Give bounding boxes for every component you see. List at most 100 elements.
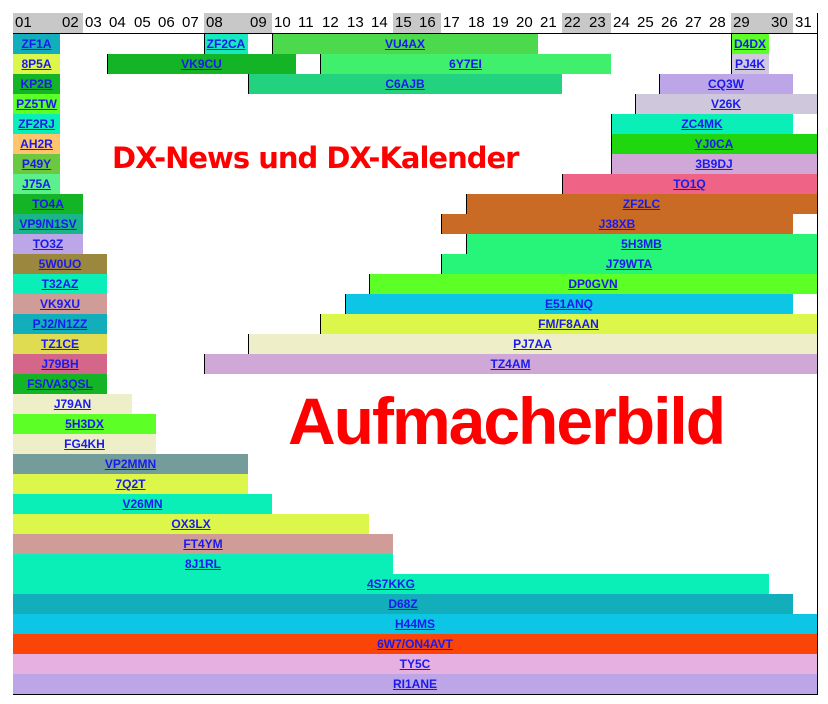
dxpedition-link[interactable]: C6AJB [385,77,425,91]
dxpedition-link[interactable]: TZ1CE [40,337,79,351]
dxpedition-link[interactable]: 4S7KKG [366,577,416,591]
dxpedition-link[interactable]: FS/VA3QSL [27,377,93,391]
dxpedition-bar: PJ4K [731,54,770,75]
dxpedition-link[interactable]: 8P5A [21,57,52,71]
empty-day-cell [490,174,515,195]
empty-day-cell [180,414,205,435]
dxpedition-link[interactable]: H44MS [394,617,435,631]
empty-day-cell [538,474,563,495]
empty-day-cell [180,254,205,275]
dxpedition-link[interactable]: VP9/N1SV [19,217,77,231]
dxpedition-link[interactable]: 7Q2T [115,477,146,491]
dxpedition-link[interactable]: PJ7AA [513,337,552,351]
empty-day-cell [60,134,84,155]
dxpedition-link[interactable]: VP2MMN [104,457,157,471]
dxpedition-link[interactable]: 6Y7EI [449,57,482,71]
empty-day-cell [132,134,157,155]
dxpedition-bar: P49Y [13,154,61,175]
dxpedition-link[interactable]: ZF1A [21,37,52,51]
dxpedition-link[interactable]: TY5C [399,657,431,671]
empty-day-cell [769,474,794,495]
empty-day-cell [441,114,467,135]
day-header-29: 29 [731,13,770,34]
empty-day-cell [769,394,794,415]
empty-day-cell [272,314,297,335]
dxpedition-link[interactable]: ZF2LC [622,197,661,211]
empty-day-cell [707,414,732,435]
dxpedition-link[interactable]: 5H3DX [65,417,104,431]
dxpedition-link[interactable]: ZF2CA [206,37,246,51]
dxpedition-link[interactable]: YJ0CA [694,137,734,151]
dxpedition-bar: 4S7KKG [13,574,770,595]
empty-day-cell [417,134,442,155]
dxpedition-link[interactable]: PJ4K [734,57,766,71]
dxpedition-bar: KP2B [13,74,61,95]
dxpedition-link[interactable]: VU4AX [384,37,425,51]
empty-day-cell [180,134,205,155]
empty-day-cell [132,194,157,215]
dxpedition-link[interactable]: ZC4MK [681,117,723,131]
dx-calendar-grid: 01 02 03 04 05 06 07 08 09 10 11 12 13 14 15 16 17 18 19 20… [13,13,818,695]
empty-day-cell [248,94,273,115]
empty-day-cell [204,254,249,275]
empty-day-cell [320,374,346,395]
dxpedition-link[interactable]: VK9CU [181,57,222,71]
empty-day-cell [562,494,588,515]
dxpedition-link[interactable]: RI1ANE [392,677,437,691]
empty-day-cell [490,514,515,535]
dxpedition-link[interactable]: 3B9DJ [695,157,733,171]
empty-day-cell [659,474,684,495]
empty-day-cell [248,394,273,415]
dxpedition-link[interactable]: E51ANQ [544,297,594,311]
dxpedition-link[interactable]: AH2R [20,137,53,151]
dxpedition-link[interactable]: D68Z [388,597,418,611]
dxpedition-link[interactable]: 6W7/ON4AVT [377,637,453,651]
empty-day-cell [272,154,297,175]
dxpedition-link[interactable]: OX3LX [171,517,211,531]
empty-day-cell [369,414,394,435]
empty-day-cell [659,554,684,575]
dxpedition-link[interactable]: 5W0UO [38,257,82,271]
dxpedition-link[interactable]: 5H3MB [621,237,662,251]
dxpedition-link[interactable]: J79AN [53,397,92,411]
dxpedition-link[interactable]: FG4KH [64,437,105,451]
empty-day-cell [83,174,108,195]
empty-day-cell [345,434,370,455]
dxpedition-link[interactable]: V26MN [122,497,163,511]
dxpedition-link[interactable]: T32AZ [41,277,79,291]
empty-day-cell [417,554,442,575]
dxpedition-link[interactable]: TO4A [32,197,64,211]
dxpedition-link[interactable]: V26K [710,97,742,111]
dxpedition-link[interactable]: PZ5TW [16,97,57,111]
dxpedition-link[interactable]: FT4YM [183,537,223,551]
dxpedition-link[interactable]: TZ4AM [490,357,531,371]
empty-day-cell [514,414,539,435]
dxpedition-link[interactable]: 8J1RL [184,557,222,571]
day-header-26: 26 [659,13,684,34]
dxpedition-link[interactable]: J75A [22,177,51,191]
dxpedition-link[interactable]: VK9XU [39,297,80,311]
dxpedition-link[interactable]: ZF2RJ [18,117,55,131]
empty-day-cell [248,34,273,55]
empty-day-cell [132,394,157,415]
dxpedition-link[interactable]: PJ2/N1ZZ [32,317,88,331]
dxpedition-link[interactable]: TO3Z [32,237,64,251]
dxpedition-bar: RI1ANE [13,674,818,695]
dxpedition-link[interactable]: D4DX [733,37,766,51]
dxpedition-link[interactable]: TO1Q [673,177,706,191]
dxpedition-link[interactable]: J79BH [41,357,79,371]
dxpedition-link[interactable]: J38XB [598,217,636,231]
empty-day-cell [562,434,588,455]
empty-day-cell [417,374,442,395]
dxpedition-link[interactable]: FM/F8AAN [538,317,599,331]
empty-day-cell [320,154,346,175]
dxpedition-link[interactable]: CQ3W [708,77,744,91]
dxpedition-link[interactable]: DP0GVN [568,277,618,291]
empty-day-cell [320,234,346,255]
dxpedition-link[interactable]: P49Y [21,157,52,171]
dxpedition-link[interactable]: KP2B [20,77,53,91]
dxpedition-bar: J38XB [441,214,794,235]
empty-day-cell [393,94,418,115]
dxpedition-link[interactable]: J79WTA [605,257,653,271]
empty-day-cell [611,54,636,75]
